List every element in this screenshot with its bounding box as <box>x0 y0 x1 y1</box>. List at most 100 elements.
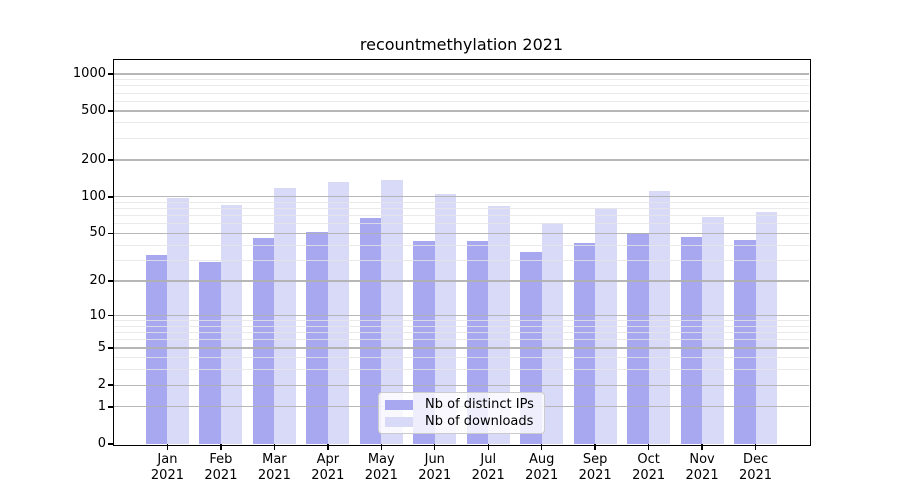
minor-gridline <box>114 122 809 124</box>
legend-label-downloads: Nb of downloads <box>425 414 534 429</box>
major-gridline <box>114 314 809 317</box>
bar-nb-of-distinct-ips-may <box>359 218 382 444</box>
y-tick-mark <box>107 110 114 112</box>
minor-gridline <box>114 137 809 139</box>
legend-swatch-distinct-ips <box>385 399 413 410</box>
minor-gridline <box>114 244 809 246</box>
x-tick-label: Oct 2021 <box>607 452 691 483</box>
legend: Nb of distinct IPs Nb of downloads <box>378 392 545 434</box>
y-tick-label: 1000 <box>72 66 106 81</box>
x-tick-label-line: 2021 <box>364 467 398 483</box>
x-tick-label-line: 2021 <box>257 467 291 483</box>
bar-nb-of-distinct-ips-jan <box>145 255 168 444</box>
x-tick-label-line: 2021 <box>738 467 773 483</box>
minor-gridline <box>114 92 809 94</box>
major-gridline <box>114 110 809 112</box>
x-tick-mark <box>701 444 703 450</box>
bar-nb-of-distinct-ips-mar <box>252 237 275 444</box>
legend-label-distinct-ips: Nb of distinct IPs <box>425 397 534 412</box>
y-tick-mark <box>107 443 114 445</box>
x-tick-mark <box>647 444 650 450</box>
chart-title: recountmethylation 2021 <box>359 35 564 54</box>
minor-gridline <box>114 215 809 217</box>
bar-nb-of-distinct-ips-sep <box>573 242 596 444</box>
y-tick-label: 50 <box>89 225 106 241</box>
x-tick-label: Jun 2021 <box>393 452 477 483</box>
legend-item-downloads: Nb of downloads <box>385 414 544 430</box>
y-tick-label: 2 <box>97 377 106 393</box>
y-tick-mark <box>107 159 114 161</box>
major-gridline <box>114 232 809 235</box>
bar-nb-of-downloads-dec <box>755 212 778 444</box>
x-tick-label-line: 2021 <box>525 467 559 483</box>
y-tick-mark <box>107 384 114 386</box>
x-tick-label-line: 2021 <box>632 467 666 483</box>
y-tick-label: 200 <box>81 151 106 167</box>
bar-nb-of-downloads-jul <box>488 206 510 444</box>
x-tick-label: Dec 2021 <box>714 452 798 483</box>
bar-nb-of-distinct-ips-nov <box>680 236 703 444</box>
minor-gridline <box>114 320 809 322</box>
bar-nb-of-downloads-oct <box>648 190 671 444</box>
y-tick-label: 0 <box>97 436 106 451</box>
x-tick-label-line: Feb <box>209 452 233 467</box>
x-tick-label-line: 2021 <box>150 467 184 483</box>
y-tick-label: 20 <box>89 272 106 288</box>
minor-gridline <box>114 259 809 261</box>
major-gridline <box>114 73 809 75</box>
x-tick-mark <box>327 444 329 450</box>
x-tick-label-line: Sep <box>582 452 608 467</box>
x-tick-mark <box>273 444 276 450</box>
x-tick-label-line: Aug <box>528 452 555 467</box>
y-tick-mark <box>107 406 114 408</box>
x-tick-label-line: Jan <box>157 452 178 467</box>
bar-nb-of-downloads-feb <box>220 204 243 444</box>
bar-nb-of-distinct-ips-dec <box>734 240 756 444</box>
minor-gridline <box>114 85 809 87</box>
x-tick-label-line: 2021 <box>418 467 452 483</box>
bar-nb-of-downloads-jun <box>434 194 457 444</box>
x-tick-label-line: Mar <box>262 452 287 467</box>
major-gridline <box>114 159 809 161</box>
x-tick-label: Feb 2021 <box>179 452 263 483</box>
y-tick-mark <box>107 196 114 198</box>
minor-gridline <box>114 339 809 341</box>
major-gridline <box>114 384 809 386</box>
major-gridline <box>114 196 809 198</box>
minor-gridline <box>114 357 809 359</box>
minor-gridline <box>114 223 809 225</box>
x-tick-label-line: Jun <box>424 452 445 467</box>
x-tick-label: Apr 2021 <box>286 452 370 483</box>
x-tick-label: May 2021 <box>339 452 423 483</box>
legend-item-distinct-ips: Nb of distinct IPs <box>385 397 544 413</box>
bar-nb-of-downloads-may <box>381 180 403 444</box>
x-tick-mark <box>434 444 436 450</box>
y-tick-label: 1 <box>97 398 106 414</box>
x-tick-mark <box>220 444 222 450</box>
x-tick-label: Nov 2021 <box>660 452 744 483</box>
x-tick-label: Mar 2021 <box>232 452 316 483</box>
bar-nb-of-distinct-ips-apr <box>306 232 328 444</box>
x-tick-label-line: 2021 <box>311 467 345 483</box>
minor-gridline <box>114 79 809 81</box>
x-tick-mark <box>594 444 596 450</box>
minor-gridline <box>114 201 809 203</box>
x-tick-label-line: 2021 <box>471 467 505 483</box>
x-tick-label: Aug 2021 <box>500 452 584 483</box>
x-tick-mark <box>380 444 382 450</box>
y-tick-mark <box>107 280 114 282</box>
x-tick-label: Jan 2021 <box>125 452 209 483</box>
x-tick-mark <box>166 444 169 450</box>
x-tick-label-line: 2021 <box>685 467 719 483</box>
bar-nb-of-downloads-apr <box>327 181 350 444</box>
bar-nb-of-downloads-nov <box>702 217 724 444</box>
x-tick-label-line: Apr <box>316 452 340 467</box>
y-tick-mark <box>107 232 114 235</box>
minor-gridline <box>114 208 809 210</box>
y-tick-mark <box>107 314 114 317</box>
y-tick-label: 5 <box>97 340 106 356</box>
x-tick-mark <box>754 444 757 450</box>
